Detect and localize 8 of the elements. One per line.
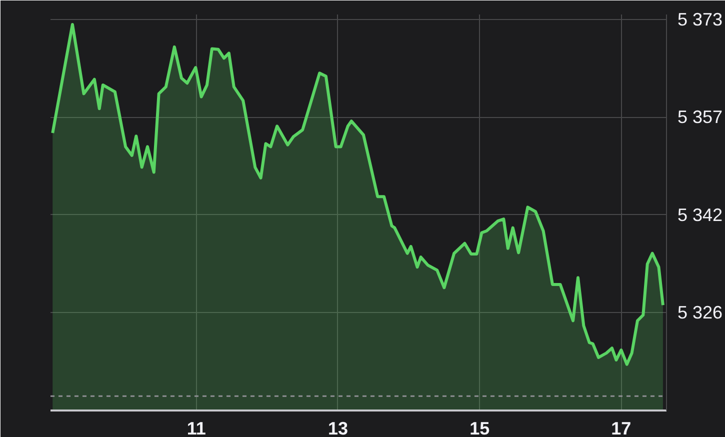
x-tick-label: 11 (186, 418, 206, 437)
y-tick-label: 5 342 (678, 204, 723, 225)
y-tick-label: 5 357 (678, 107, 723, 128)
x-tick-label: 17 (611, 418, 632, 437)
x-tick-label: 15 (470, 418, 490, 437)
x-tick-label: 13 (328, 418, 348, 437)
y-tick-label: 5 326 (678, 302, 723, 323)
y-tick-label: 5 373 (678, 9, 723, 30)
